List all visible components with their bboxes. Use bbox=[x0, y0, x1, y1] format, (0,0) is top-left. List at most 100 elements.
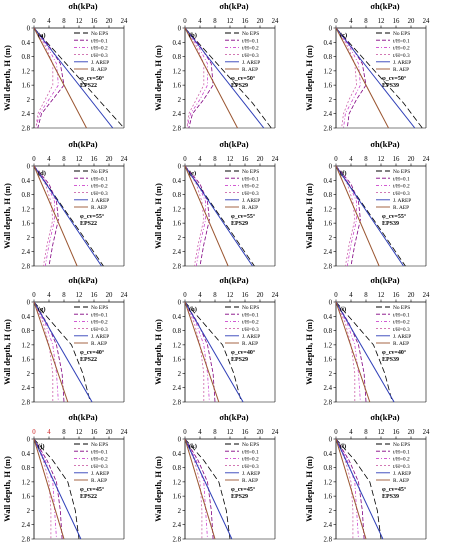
x-tick-label: 24 bbox=[121, 18, 128, 25]
x-axis-title: σh(kPa) bbox=[68, 275, 97, 285]
y-tick-label: 1.6 bbox=[22, 83, 31, 90]
legend-entry: t/H=0.2 bbox=[91, 457, 108, 463]
y-tick-label: 2.8 bbox=[22, 126, 31, 133]
y-tick-label: 2.8 bbox=[22, 400, 31, 407]
legend-entry: No EPS bbox=[242, 31, 259, 37]
x-axis-title: σh(kPa) bbox=[370, 275, 399, 285]
x-axis-title: σh(kPa) bbox=[219, 1, 248, 11]
eps-annotation: EPS29 bbox=[231, 494, 248, 500]
legend-entry: J. AREP bbox=[242, 60, 260, 66]
legend-entry: t/H=0.1 bbox=[242, 312, 259, 318]
x-tick-label: 12 bbox=[378, 156, 385, 163]
y-tick-label: 2.8 bbox=[173, 400, 182, 407]
legend-entry: R. AEP bbox=[242, 67, 258, 73]
x-tick-label: 4 bbox=[349, 292, 353, 299]
series-line-t-h-0-1 bbox=[184, 438, 214, 540]
x-tick-label: 12 bbox=[378, 292, 385, 299]
legend-entry: No EPS bbox=[91, 442, 108, 448]
x-axis-title: σh(kPa) bbox=[219, 275, 248, 285]
y-tick-label: 0 bbox=[329, 164, 333, 171]
legend-entry: t/H=0.3 bbox=[242, 464, 259, 470]
series-line-j-arep bbox=[335, 301, 395, 403]
legend-entry: t/H=0.2 bbox=[393, 46, 410, 52]
y-tick-label: 2 bbox=[329, 97, 333, 104]
series-line-t-h-0-1 bbox=[184, 165, 210, 267]
x-tick-label: 0 bbox=[334, 156, 338, 163]
x-tick-label: 4 bbox=[198, 292, 202, 299]
y-tick-label: 1.6 bbox=[324, 494, 333, 501]
x-tick-label: 4 bbox=[47, 292, 51, 299]
phi-annotation: φ_cv=40° bbox=[231, 349, 256, 356]
legend-entry: No EPS bbox=[91, 31, 108, 37]
y-tick-label: 0 bbox=[27, 164, 31, 171]
legend-entry: R. AEP bbox=[242, 205, 258, 211]
y-tick-label: 0.4 bbox=[22, 40, 31, 47]
series-line-t-h-0-1 bbox=[184, 301, 216, 403]
y-tick-label: 2.4 bbox=[324, 111, 333, 118]
legend-entry: R. AEP bbox=[91, 205, 107, 211]
panel-label: (f) bbox=[340, 170, 347, 177]
legend-entry: No EPS bbox=[393, 442, 410, 448]
y-tick-label: 1.2 bbox=[324, 206, 333, 213]
series-line-r-aep bbox=[335, 438, 367, 540]
legend-entry: No EPS bbox=[91, 169, 108, 175]
series-line-t-h-0-2 bbox=[335, 301, 361, 403]
legend-entry: t/H=0.2 bbox=[91, 46, 108, 52]
panel-label: (l) bbox=[340, 443, 346, 450]
series-line-t-h-0-2 bbox=[33, 438, 57, 540]
x-tick-label: 4 bbox=[349, 18, 353, 25]
y-tick-label: 0 bbox=[178, 437, 182, 444]
x-tick-label: 24 bbox=[423, 292, 430, 299]
y-tick-label: 2.4 bbox=[22, 385, 31, 392]
series-line-j-arep bbox=[33, 165, 102, 267]
legend-entry: R. AEP bbox=[393, 341, 409, 347]
y-tick-label: 0.4 bbox=[173, 40, 182, 47]
y-tick-label: 0.8 bbox=[173, 465, 182, 472]
legend-entry: No EPS bbox=[393, 169, 410, 175]
y-axis-title: Wall depth, H (m) bbox=[153, 319, 163, 385]
y-tick-label: 1.2 bbox=[173, 206, 182, 213]
y-tick-label: 0.8 bbox=[324, 54, 333, 61]
series-line-j-arep bbox=[335, 27, 416, 129]
y-tick-label: 1.6 bbox=[173, 83, 182, 90]
phi-annotation: φ_cv=45° bbox=[231, 486, 256, 493]
x-tick-label: 8 bbox=[213, 292, 217, 299]
y-tick-label: 1.2 bbox=[324, 68, 333, 75]
y-tick-label: 2.4 bbox=[22, 249, 31, 256]
series-line-no-eps bbox=[33, 438, 80, 540]
y-tick-label: 0.4 bbox=[22, 178, 31, 185]
series-line-r-aep bbox=[184, 438, 216, 540]
x-tick-label: 0 bbox=[183, 156, 187, 163]
y-axis-title: Wall depth, H (m) bbox=[2, 456, 12, 522]
y-tick-label: 1.6 bbox=[324, 221, 333, 228]
x-tick-label: 24 bbox=[121, 156, 128, 163]
y-axis-title: Wall depth, H (m) bbox=[2, 319, 12, 385]
x-tick-label: 24 bbox=[272, 292, 279, 299]
legend-entry: J. AREP bbox=[393, 198, 411, 204]
legend-entry: t/H=0.1 bbox=[91, 449, 108, 455]
y-tick-label: 2.8 bbox=[173, 264, 182, 271]
y-tick-label: 2.4 bbox=[324, 385, 333, 392]
y-tick-label: 2 bbox=[27, 235, 31, 242]
x-tick-label: 8 bbox=[364, 156, 368, 163]
eps-annotation: EPS39 bbox=[382, 494, 399, 500]
eps-annotation: EPS22 bbox=[80, 83, 97, 89]
y-tick-label: 1.2 bbox=[324, 342, 333, 349]
eps-annotation: EPS22 bbox=[80, 494, 97, 500]
y-tick-label: 1.2 bbox=[173, 479, 182, 486]
x-tick-label: 12 bbox=[227, 429, 234, 436]
legend-entry: t/H=0.2 bbox=[242, 184, 259, 190]
x-tick-label: 16 bbox=[91, 18, 98, 25]
panel-label: (c) bbox=[340, 32, 347, 39]
y-tick-label: 2 bbox=[329, 235, 333, 242]
x-tick-label: 0 bbox=[183, 292, 187, 299]
x-tick-label: 20 bbox=[106, 292, 113, 299]
y-tick-label: 0 bbox=[329, 437, 333, 444]
series-line-no-eps bbox=[33, 301, 91, 403]
x-tick-label: 16 bbox=[242, 156, 249, 163]
legend-entry: t/H=0.1 bbox=[242, 449, 259, 455]
x-tick-label: 0 bbox=[334, 429, 338, 436]
y-tick-label: 0 bbox=[27, 300, 31, 307]
legend-entry: J. AREP bbox=[393, 60, 411, 66]
y-tick-label: 0 bbox=[178, 26, 182, 33]
